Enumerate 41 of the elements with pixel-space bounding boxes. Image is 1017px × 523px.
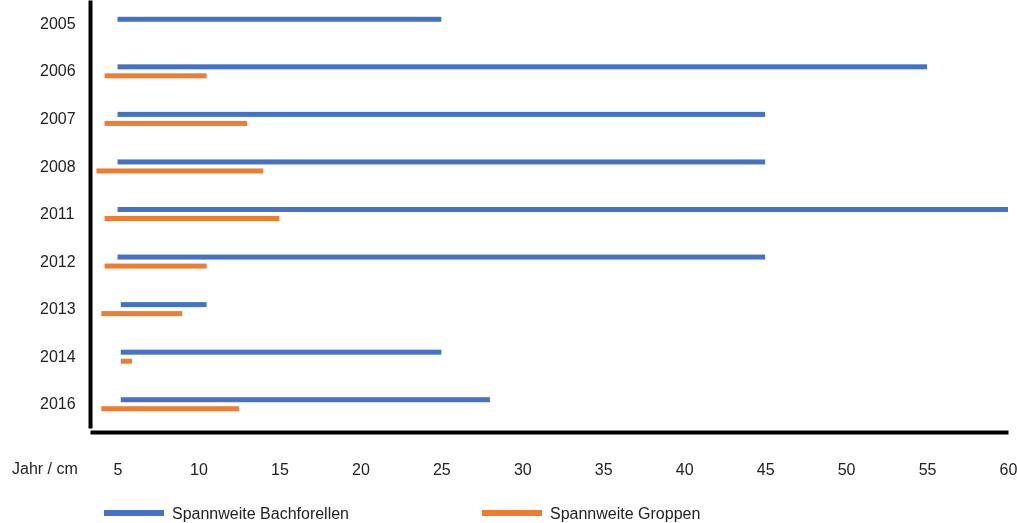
bar	[120, 349, 442, 355]
legend-label: Spannweite Groppen	[550, 505, 701, 522]
x-tick-label: 45	[756, 461, 775, 479]
x-axis-title: Jahr / cm	[12, 460, 78, 477]
x-tick-label: 50	[837, 461, 856, 479]
bar	[101, 406, 239, 412]
bar	[101, 311, 183, 317]
bar	[96, 168, 264, 174]
x-tick-label: 10	[190, 461, 208, 479]
x-tick-label: 40	[675, 461, 694, 479]
bar	[117, 16, 442, 22]
x-tick-label: 30	[513, 461, 532, 479]
bar	[104, 216, 280, 221]
bar	[120, 358, 133, 364]
bar	[117, 254, 766, 260]
y-tick-label: 2005	[40, 14, 76, 32]
y-tick-label: 2016	[40, 395, 76, 413]
x-tick-label: 20	[351, 461, 370, 479]
x-tick-label: 25	[432, 461, 451, 479]
y-tick-label: 2008	[40, 157, 76, 175]
x-tick-label: 35	[594, 461, 613, 479]
x-tick-label: 15	[271, 461, 289, 479]
x-tick-label: 60	[999, 461, 1017, 479]
y-tick-label: 2012	[40, 252, 76, 270]
bar	[120, 397, 490, 403]
y-tick-label: 2007	[40, 110, 76, 128]
bar	[104, 73, 207, 79]
x-tick-label: 5	[113, 461, 123, 479]
bar	[117, 207, 1008, 212]
legend-label: Spannweite Bachforellen	[172, 505, 350, 522]
bar	[104, 120, 248, 126]
y-tick-label: 2006	[40, 62, 76, 80]
x-tick-label: 55	[918, 461, 937, 479]
y-tick-label: 2013	[40, 300, 76, 318]
bar	[117, 64, 928, 70]
y-tick-label: 2014	[40, 347, 76, 365]
y-tick-label: 2011	[40, 205, 75, 223]
bar	[117, 159, 766, 165]
bar	[104, 263, 207, 269]
bar	[117, 111, 766, 117]
bar	[120, 302, 207, 308]
